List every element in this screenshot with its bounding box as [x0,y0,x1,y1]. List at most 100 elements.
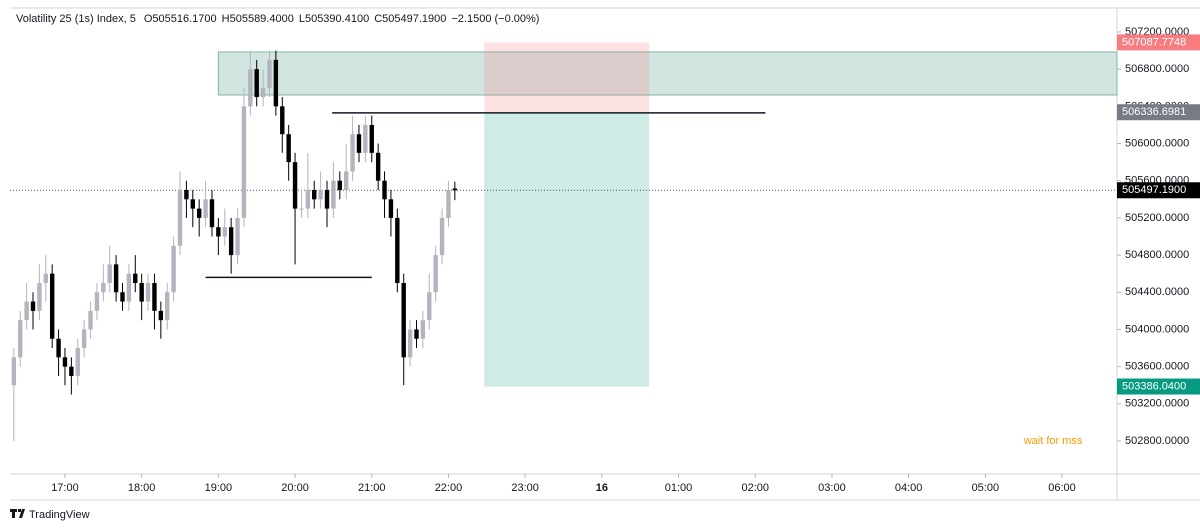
header: Volatility 25 (1s) Index, 5 O505516.1700 H… [16,13,539,25]
candle-body [299,208,304,210]
stop-label-box [1117,34,1200,51]
candle-body [75,348,80,376]
candle-body [331,180,336,209]
candle-body [18,320,23,358]
x-tick-label: 23:00 [511,482,539,494]
last-price-label-box [1117,182,1200,199]
candle-body [446,190,451,218]
candle-body [94,292,100,311]
x-tick-label: 22:00 [435,482,463,494]
candle-body [241,106,247,218]
candle-body [56,338,61,358]
candle-body [69,366,74,376]
candle-body [267,59,272,88]
candle-body [420,320,426,339]
annotation: wait for mss [1023,435,1083,447]
candle-body [305,190,311,209]
candle-body [190,199,195,209]
candle-body [120,292,125,302]
candle-body [222,227,227,237]
ohlc-key: H [222,13,230,25]
entry-label-box [1117,104,1200,121]
candle-body [312,190,317,200]
x-tick-label: 04:00 [895,482,923,494]
y-tick-label: 504400.0000 [1125,286,1189,298]
candle-body [260,87,266,98]
candle-body [337,180,342,191]
candle-body [369,124,374,153]
plot: Volatility 25 (1s) Index, 5 O505516.1700 H… [10,13,1200,494]
candle-body [126,273,132,302]
candle-body [81,329,87,349]
zone [217,51,1118,96]
candle-body [37,282,42,311]
candle-body [407,329,413,358]
candle-body [165,292,170,321]
candle-body [11,357,17,386]
brand-logo [10,509,25,518]
candle-body [395,217,400,283]
stop-label: 507087.7748 [1122,36,1186,48]
target-label-box [1117,378,1200,395]
candle-body [254,69,259,98]
candle-body [30,301,36,311]
x-tick-label: 01:00 [665,482,693,494]
x-tick-label: 19:00 [205,482,233,494]
candle-body [343,171,349,191]
candle-body [292,162,298,209]
candle-body [414,329,419,339]
candle-body [433,255,438,293]
candle-body [356,134,362,153]
target-area [484,112,650,387]
candle-body [158,310,164,321]
ohlc-key: O [144,13,153,25]
entry-label: 506336.6981 [1122,106,1186,118]
candle-body [375,152,381,181]
candle-body [113,264,119,293]
candle-body [209,199,215,228]
candle-body [350,134,355,172]
y-tick-label: 502800.0000 [1125,435,1189,447]
y-tick-label: 506000.0000 [1125,137,1189,149]
candle-body [177,190,183,246]
candle-body [439,217,445,256]
y-tick-label: 506800.0000 [1125,63,1189,75]
ohlc-key: C [374,13,382,25]
candle-body [184,190,189,200]
candle-body [363,124,368,153]
x-tick-label: 03:00 [818,482,846,494]
stop-area [484,42,650,113]
x-tick-label: 02:00 [741,482,769,494]
x-tick-label: 16 [596,482,608,494]
x-tick-label: 05:00 [972,482,1000,494]
brand: TradingView [29,509,90,521]
candle-body [101,282,106,293]
candle-body [286,134,291,163]
ohlc-value: 505516.1700 [152,13,216,25]
candle-body [152,282,157,311]
candle-body [139,282,144,302]
x-tick-label: 21:00 [358,482,386,494]
y-tick-label: 503200.0000 [1125,398,1189,410]
ohlc-value: 505390.4100 [305,13,369,25]
candle-body [401,282,406,358]
candle-body [88,310,93,330]
ohlc-key: L [299,13,305,25]
candle-body [133,273,138,283]
candle-body [427,292,432,321]
y-tick-label: 504800.0000 [1125,249,1189,261]
x-tick-label: 18:00 [128,482,156,494]
candle-body [62,357,68,367]
candle-body [452,188,458,191]
last-price-label: 505497.1900 [1122,184,1186,196]
y-tick-label: 505200.0000 [1125,212,1189,224]
ohlc-value: 505589.4000 [230,13,294,25]
candle-body [43,273,48,283]
candle-body [248,69,253,107]
candle-body [203,199,208,218]
candle-body [228,227,234,256]
y-tick-label: 504000.0000 [1125,323,1189,335]
y-tick-label: 503600.0000 [1125,361,1189,373]
